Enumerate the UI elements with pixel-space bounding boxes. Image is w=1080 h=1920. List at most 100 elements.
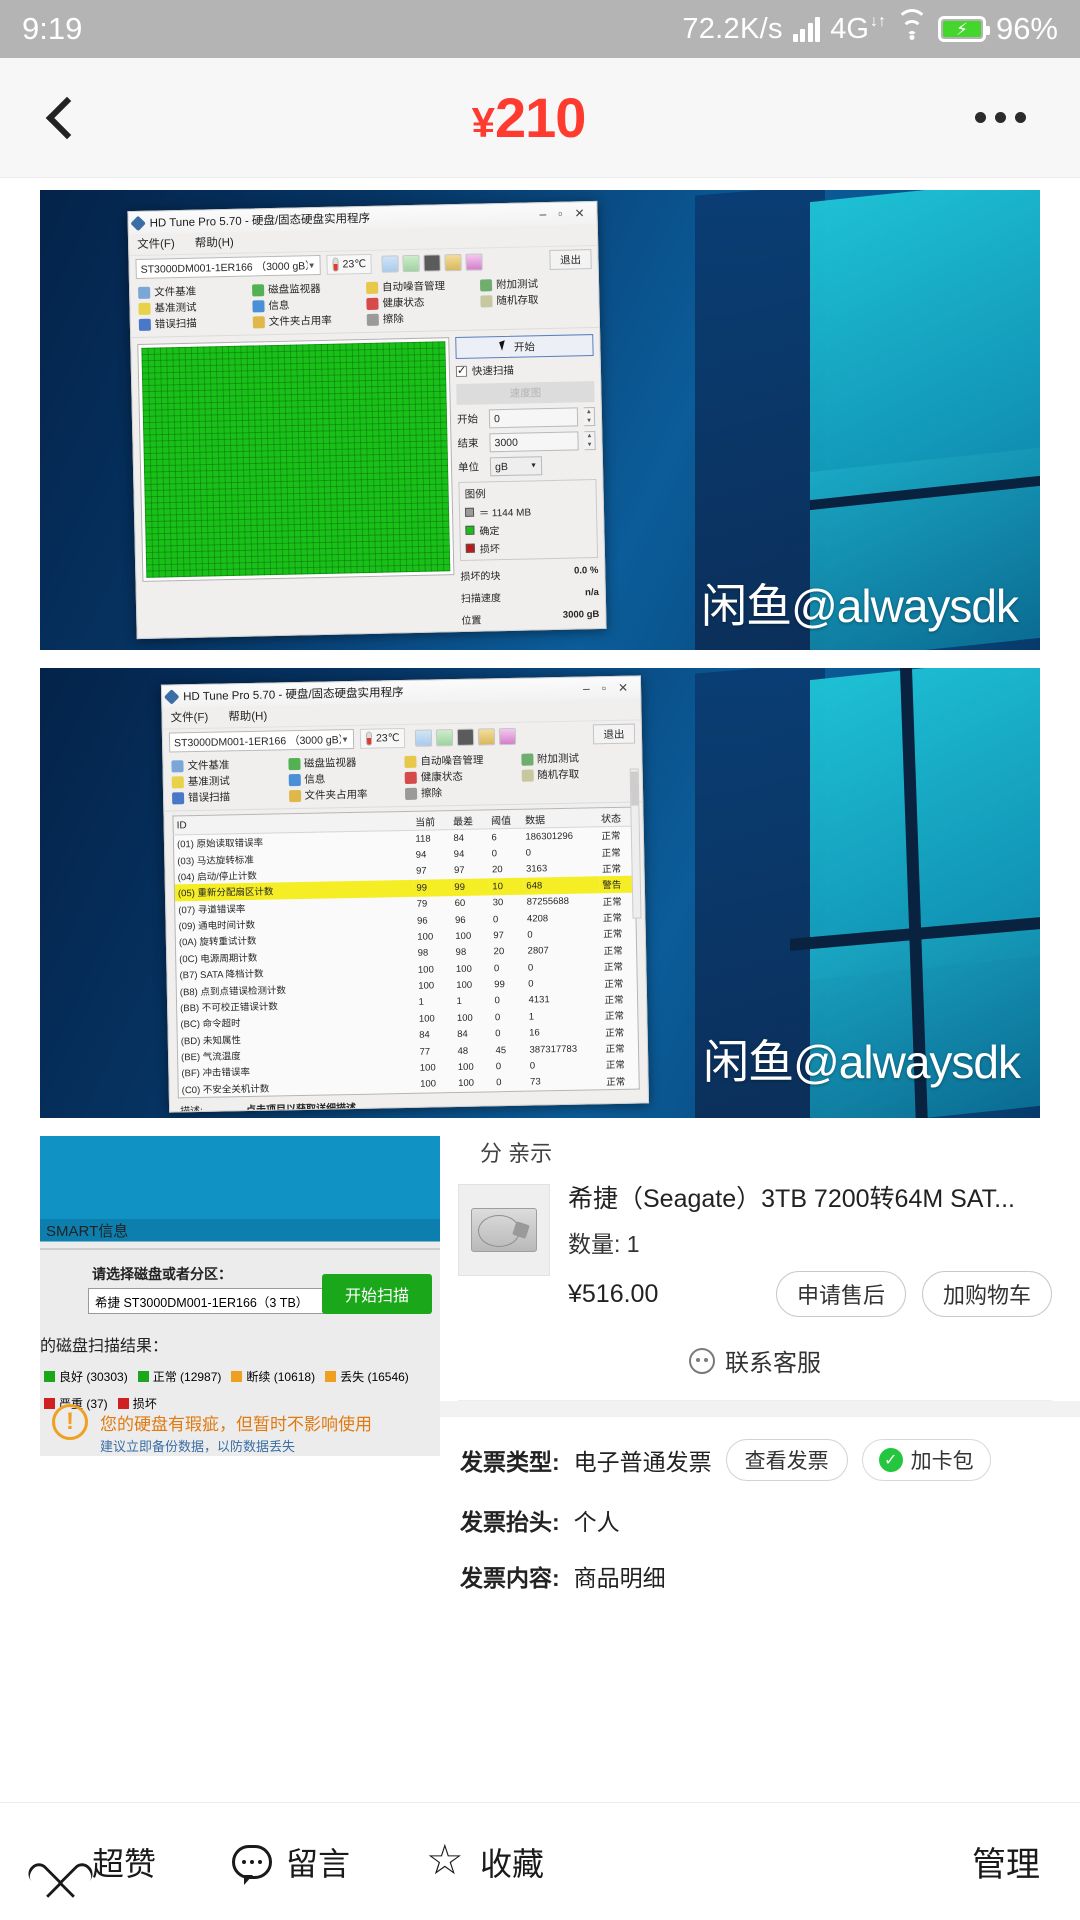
start-stepper[interactable]: ▲ ▼ xyxy=(583,407,596,427)
end-input[interactable]: 3000 xyxy=(489,431,579,453)
smart-attr-status: 正常 xyxy=(605,1060,625,1072)
folder-icon[interactable] xyxy=(478,727,496,746)
smart-attr-current: 97 xyxy=(415,866,427,878)
quick-scan-checkbox[interactable]: 快速扫描 xyxy=(455,361,594,379)
menu-help[interactable]: 帮助(H) xyxy=(194,236,234,250)
tab-folder-usage[interactable]: 文件夹占用率 xyxy=(288,786,401,803)
exit-button[interactable]: 退出 xyxy=(592,723,636,745)
legend-block-size: ＝ 1144 MB xyxy=(464,502,591,520)
smart-attr-data: 0 xyxy=(528,978,534,990)
info-icon xyxy=(252,299,265,312)
smart-info-tab[interactable]: SMART信息 xyxy=(46,1223,129,1240)
export-icon[interactable] xyxy=(402,254,421,272)
download-icon[interactable] xyxy=(499,727,517,745)
comment-action[interactable]: 留言 xyxy=(232,1839,350,1885)
tab-aam[interactable]: 自动噪音管理 xyxy=(365,278,476,295)
camera-icon[interactable] xyxy=(423,253,442,272)
more-dots-icon[interactable] xyxy=(974,112,1026,123)
smart-attr-current: 118 xyxy=(415,833,431,845)
tab-health[interactable]: 健康状态 xyxy=(366,294,476,311)
speed-graph-button[interactable]: 速度图 xyxy=(456,381,595,406)
toolbar-icons[interactable] xyxy=(381,252,484,273)
window-controls[interactable]: – ▫ ✕ xyxy=(582,680,629,696)
smart-attr-threshold: 97 xyxy=(493,930,504,942)
tab-extra-tests[interactable]: 附加测试 xyxy=(520,750,634,767)
tab-error-scan[interactable]: 错误扫描 xyxy=(171,788,285,805)
smart-attr-current: 100 xyxy=(417,964,434,976)
start-field-row: 开始 0 ▲ ▼ xyxy=(457,407,596,429)
menu-file[interactable]: 文件(F) xyxy=(170,711,209,725)
tab-folder-usage[interactable]: 文件夹占用率 xyxy=(252,312,363,329)
extra-tests-icon xyxy=(520,753,534,766)
disk-select[interactable]: 希捷 ST3000DM001-1ER166（3 TB） ▼ xyxy=(88,1288,338,1314)
smart-attr-status: 正常 xyxy=(604,978,624,990)
add-to-cart-button[interactable]: 加购物车 xyxy=(921,1271,1052,1318)
magnifier-icon xyxy=(138,318,151,331)
export-icon[interactable] xyxy=(436,728,454,746)
smart-attr-current: 99 xyxy=(413,879,452,897)
tab-disk-monitor[interactable]: 磁盘监视器 xyxy=(252,280,362,297)
block-map xyxy=(137,337,455,582)
warning-row: ! 您的硬盘有瑕疵，但暂时不影响使用 xyxy=(52,1404,372,1440)
invoice-type-row: 发票类型: 电子普通发票 查看发票 ✓ 加卡包 xyxy=(458,1417,1052,1482)
camera-icon[interactable] xyxy=(457,728,475,746)
exit-button[interactable]: 退出 xyxy=(549,249,592,270)
photo-hdtune-smart-health[interactable]: HD Tune Pro 5.70 - 硬盘/固态硬盘实用程序 – ▫ ✕ 文件(F)… xyxy=(40,668,1040,1118)
file-benchmark-icon xyxy=(138,286,151,299)
bottom-action-bar: 超赞 留言 ☆ 收藏 管理 xyxy=(0,1802,1080,1920)
tab-benchmark[interactable]: 基准测试 xyxy=(171,772,285,789)
tab-info[interactable]: 信息 xyxy=(288,770,401,787)
drive-select[interactable]: ST3000DM001-1ER166 （3000 gB） ▼ xyxy=(168,728,355,753)
download-icon[interactable] xyxy=(465,252,484,271)
tab-random-access[interactable]: 随机存取 xyxy=(521,766,634,783)
tab-erase[interactable]: 擦除 xyxy=(366,310,477,327)
tab-info[interactable]: 信息 xyxy=(252,296,362,313)
tab-health[interactable]: 健康状态 xyxy=(404,768,518,785)
smart-attr-data: 0 xyxy=(527,962,534,974)
photo-hdtune-error-scan[interactable]: HD Tune Pro 5.70 - 硬盘/固态硬盘实用程序 – ▫ ✕ 文件(F)… xyxy=(40,190,1040,650)
manage-button[interactable]: 管理 xyxy=(972,1846,1040,1884)
legend-item: 损坏 xyxy=(117,1395,157,1412)
invoice-type-value: 电子普通发票 xyxy=(573,1449,712,1476)
end-stepper[interactable]: ▲ ▼ xyxy=(584,431,596,451)
favorite-action[interactable]: ☆ 收藏 xyxy=(426,1838,544,1885)
add-card-package-button[interactable]: ✓ 加卡包 xyxy=(861,1439,991,1482)
temperature-indicator: 23℃ xyxy=(359,727,406,749)
tab-aam[interactable]: 自动噪音管理 xyxy=(404,752,517,769)
smart-attr-data: 3163 xyxy=(525,863,548,876)
tab-error-scan[interactable]: 错误扫描 xyxy=(138,315,249,332)
tab-random-access[interactable]: 随机存取 xyxy=(480,291,590,308)
hdtune-window-error-scan: HD Tune Pro 5.70 - 硬盘/固态硬盘实用程序 – ▫ ✕ 文件(F)… xyxy=(127,200,607,640)
tab-disk-monitor[interactable]: 磁盘监视器 xyxy=(287,754,401,771)
tab-benchmark[interactable]: 基准测试 xyxy=(138,299,248,316)
tab-file-benchmark[interactable]: 文件基准 xyxy=(138,283,248,300)
tab-bar[interactable]: 文件基准 磁盘监视器 自动噪音管理 附加测试 基准测试 信息 健康状态 随机存取… xyxy=(163,746,643,812)
product-card[interactable]: 希捷（Seagate）3TB 7200转64M SAT... 数量: 1 ¥51… xyxy=(458,1178,1052,1318)
tab-erase[interactable]: 擦除 xyxy=(404,784,518,801)
smart-attr-current: 84 xyxy=(419,1029,430,1041)
aftersale-button[interactable]: 申请售后 xyxy=(775,1271,906,1318)
view-invoice-button[interactable]: 查看发票 xyxy=(725,1439,848,1482)
tab-extra-tests[interactable]: 附加测试 xyxy=(479,275,590,292)
unit-select[interactable]: gB ▼ xyxy=(489,456,543,477)
start-input[interactable]: 0 xyxy=(488,407,579,429)
like-action[interactable]: 超赞 xyxy=(40,1839,156,1885)
menu-file[interactable]: 文件(F) xyxy=(136,238,175,251)
drive-select[interactable]: ST3000DM001-1ER166 （3000 gB） ▼ xyxy=(135,254,321,280)
copy-icon[interactable] xyxy=(381,254,400,273)
photo-disk-scan-result[interactable]: SMART信息 请选择磁盘或者分区： 希捷 ST3000DM001-1ER166… xyxy=(40,1136,440,1456)
copy-icon[interactable] xyxy=(415,728,433,747)
window-controls[interactable]: – ▫ ✕ xyxy=(539,206,585,222)
contact-service-row[interactable]: 联系客服 xyxy=(458,1343,1052,1402)
tab-file-benchmark[interactable]: 文件基准 xyxy=(171,756,284,773)
menu-help[interactable]: 帮助(H) xyxy=(228,710,268,724)
smart-attr-threshold: 0 xyxy=(496,1077,502,1089)
toolbar-icons[interactable] xyxy=(415,727,517,747)
tab-bar[interactable]: 文件基准 磁盘监视器 自动噪音管理 附加测试 基准测试 信息 健康状态 随机存取… xyxy=(129,271,600,339)
start-scan-button[interactable]: 开始 xyxy=(455,334,594,360)
smart-attr-threshold: 6 xyxy=(491,831,497,844)
folder-icon[interactable] xyxy=(444,253,463,271)
back-chevron-icon[interactable] xyxy=(45,96,89,139)
file-benchmark-icon xyxy=(171,759,184,772)
start-scan-button[interactable]: 开始扫描 xyxy=(322,1274,432,1314)
